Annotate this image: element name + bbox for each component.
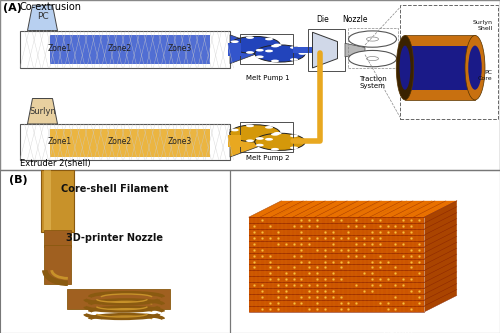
- Circle shape: [271, 45, 279, 47]
- Circle shape: [265, 138, 273, 141]
- Circle shape: [256, 56, 264, 58]
- Text: 3D-printer Nozzle: 3D-printer Nozzle: [66, 233, 164, 243]
- Circle shape: [256, 137, 264, 140]
- Circle shape: [265, 126, 273, 129]
- Circle shape: [274, 132, 281, 135]
- Ellipse shape: [400, 46, 410, 90]
- Polygon shape: [28, 99, 58, 124]
- Circle shape: [348, 31, 397, 47]
- Bar: [405, 35, 475, 100]
- Bar: [20, 31, 230, 68]
- Text: (A): (A): [2, 3, 22, 13]
- Bar: [292, 47, 312, 54]
- Circle shape: [246, 51, 254, 54]
- Circle shape: [246, 36, 254, 39]
- Circle shape: [271, 133, 279, 136]
- Bar: [44, 245, 72, 284]
- Text: Core-shell Filament: Core-shell Filament: [61, 184, 169, 194]
- Bar: [66, 289, 170, 308]
- Polygon shape: [345, 43, 365, 57]
- Circle shape: [256, 144, 264, 147]
- Ellipse shape: [465, 35, 485, 100]
- Text: 7.5mm: 7.5mm: [382, 326, 414, 333]
- Bar: [42, 170, 74, 232]
- Polygon shape: [312, 32, 338, 68]
- Text: PC
Core: PC Core: [478, 70, 492, 81]
- Text: Co-extrusion: Co-extrusion: [20, 2, 82, 12]
- Text: Melt Pump 2: Melt Pump 2: [246, 155, 289, 161]
- Bar: [228, 43, 240, 56]
- Text: Zone3: Zone3: [168, 137, 192, 146]
- Bar: [249, 217, 424, 312]
- Bar: [348, 28, 398, 68]
- Text: Extruder 2(shell): Extruder 2(shell): [20, 159, 90, 168]
- Ellipse shape: [396, 35, 414, 100]
- Circle shape: [230, 129, 238, 131]
- Circle shape: [230, 40, 238, 43]
- Circle shape: [290, 58, 298, 61]
- Text: Melt Pump 1: Melt Pump 1: [246, 75, 290, 81]
- Text: (B): (B): [9, 175, 28, 185]
- Bar: [44, 170, 51, 232]
- Circle shape: [298, 52, 306, 55]
- Bar: [44, 230, 72, 246]
- Circle shape: [348, 50, 397, 67]
- Circle shape: [246, 140, 254, 142]
- Ellipse shape: [468, 46, 482, 90]
- Circle shape: [290, 135, 298, 137]
- Text: Zone1: Zone1: [48, 137, 72, 146]
- Text: Zone1: Zone1: [48, 44, 72, 53]
- Circle shape: [246, 125, 254, 127]
- Circle shape: [255, 133, 305, 151]
- Polygon shape: [249, 201, 457, 217]
- Circle shape: [230, 36, 280, 54]
- Bar: [240, 122, 292, 152]
- Text: PC: PC: [36, 12, 48, 22]
- Text: Traction
System: Traction System: [358, 76, 386, 89]
- Circle shape: [265, 50, 273, 52]
- Text: Zone3: Zone3: [168, 44, 192, 53]
- Bar: [400, 5, 498, 119]
- Circle shape: [265, 38, 273, 40]
- Text: Surlyn
Shell: Surlyn Shell: [472, 20, 492, 31]
- Bar: [240, 34, 292, 64]
- Circle shape: [298, 141, 306, 143]
- Polygon shape: [230, 35, 258, 64]
- Text: (C): (C): [244, 175, 262, 185]
- Circle shape: [274, 44, 281, 46]
- Bar: [50, 35, 210, 64]
- Circle shape: [290, 46, 298, 49]
- Text: Surlyn: Surlyn: [29, 107, 56, 116]
- Polygon shape: [28, 5, 58, 31]
- Bar: [50, 129, 210, 157]
- Polygon shape: [230, 129, 258, 157]
- Circle shape: [271, 60, 279, 62]
- Text: Zone2: Zone2: [108, 44, 132, 53]
- Text: Nozzle: Nozzle: [342, 15, 368, 24]
- Circle shape: [271, 148, 279, 151]
- Text: Zone2: Zone2: [108, 137, 132, 146]
- Bar: [20, 124, 230, 160]
- Bar: [405, 46, 475, 90]
- Circle shape: [230, 47, 238, 50]
- Circle shape: [255, 45, 305, 62]
- Circle shape: [290, 147, 298, 149]
- Bar: [308, 29, 345, 71]
- Circle shape: [256, 49, 264, 52]
- Polygon shape: [424, 201, 457, 312]
- Text: Die: Die: [316, 15, 329, 24]
- Bar: [228, 135, 240, 147]
- Circle shape: [230, 125, 280, 142]
- Circle shape: [230, 135, 238, 138]
